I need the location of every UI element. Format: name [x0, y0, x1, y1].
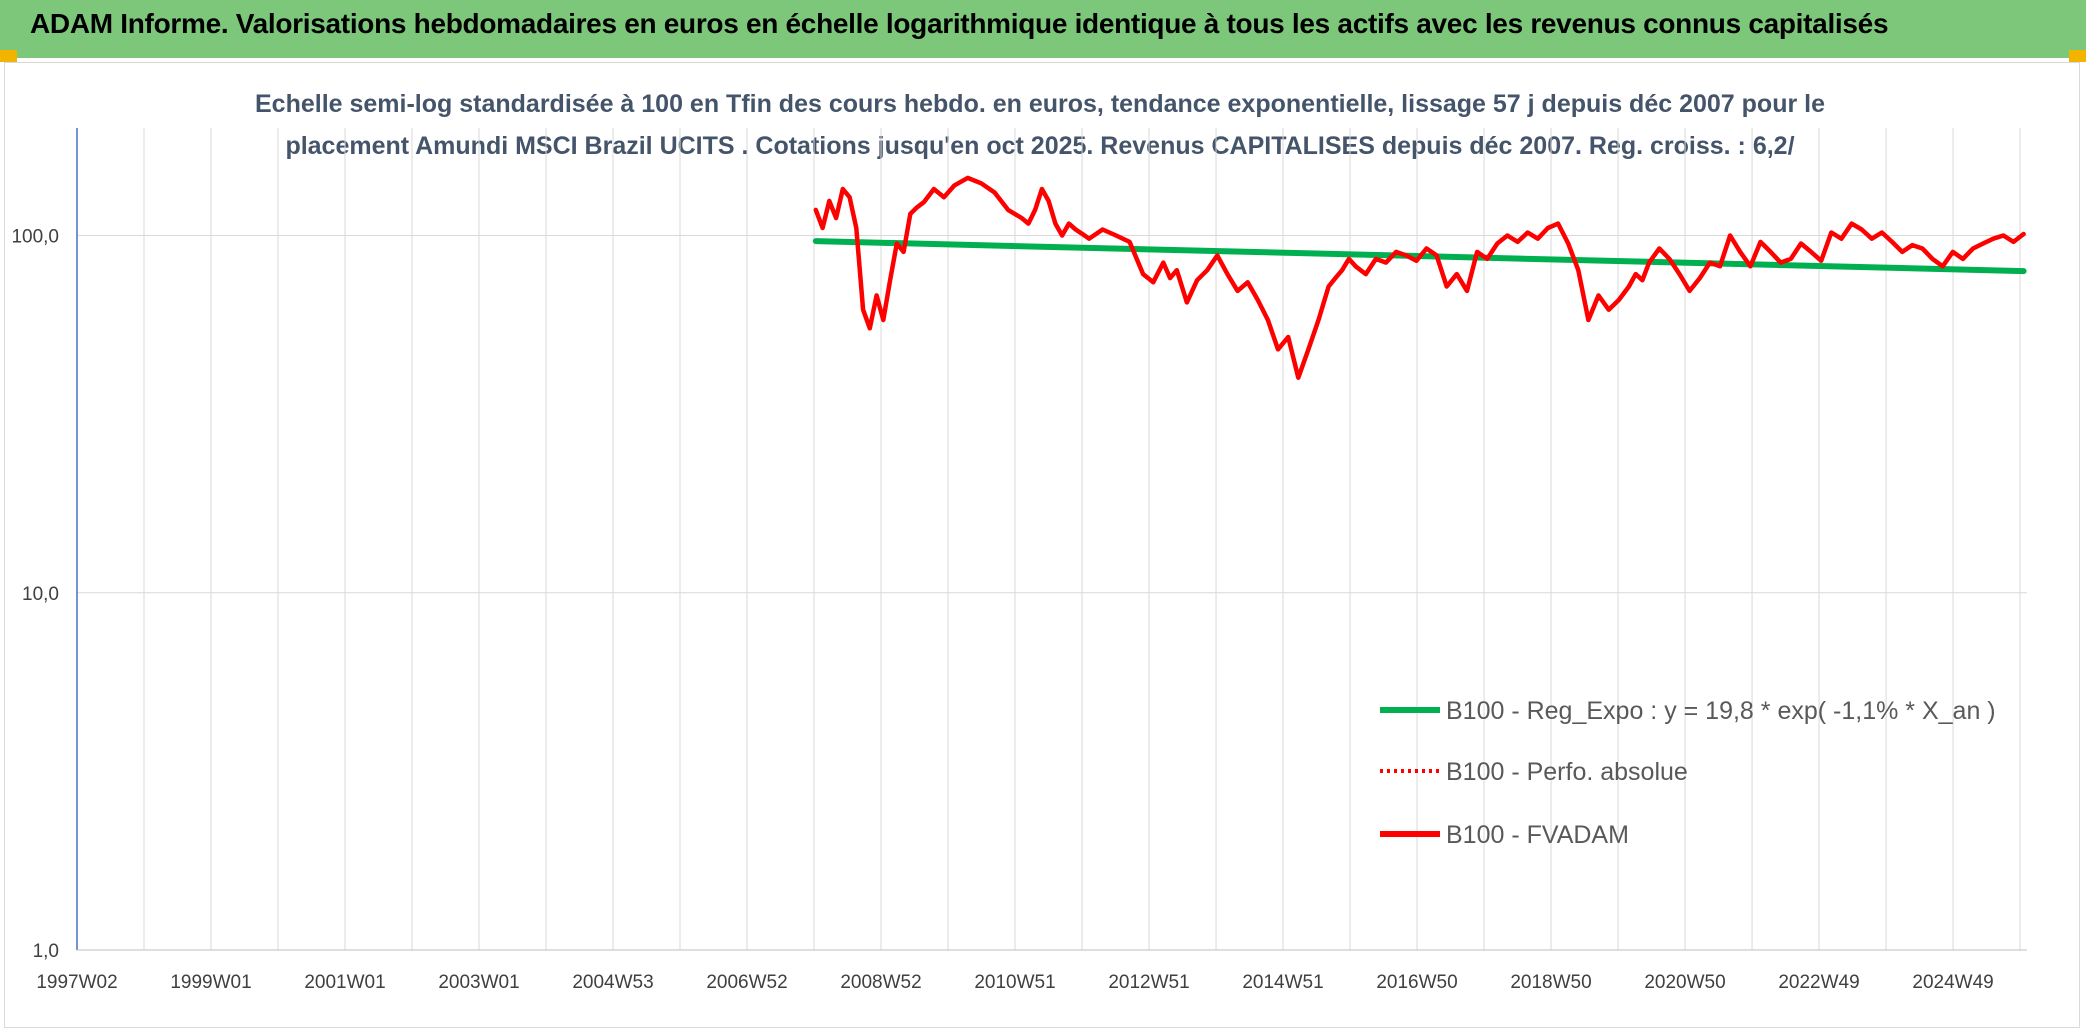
- x-tick-label: 2001W01: [304, 972, 385, 993]
- y-tick-label: 100,0: [11, 227, 59, 248]
- corner-mark-left: [0, 50, 17, 62]
- chart-frame: [4, 62, 2080, 1028]
- corner-mark-right: [2069, 50, 2086, 62]
- x-tick-label: 1999W01: [170, 972, 251, 993]
- x-tick-label: 2010W51: [974, 972, 1055, 993]
- title-banner: ADAM Informe. Valorisations hebdomadaire…: [0, 0, 2086, 58]
- x-tick-label: 2018W50: [1510, 972, 1591, 993]
- x-tick-label: 2024W49: [1912, 972, 1993, 993]
- x-tick-label: 2006W52: [706, 972, 787, 993]
- x-tick-label: 2016W50: [1376, 972, 1457, 993]
- y-tick-label: 10,0: [22, 584, 59, 605]
- page-title: ADAM Informe. Valorisations hebdomadaire…: [30, 8, 1889, 39]
- x-tick-label: 2020W50: [1644, 972, 1725, 993]
- legend-entry: B100 - Reg_Expo : y = 19,8 * exp( -1,1% …: [1446, 697, 1996, 725]
- chart-title-line-2: placement Amundi MSCI Brazil UCITS . Cot…: [285, 132, 1795, 160]
- legend-entry: B100 - FVADAM: [1446, 821, 1629, 849]
- y-tick-label: 1,0: [33, 941, 59, 962]
- x-tick-label: 2012W51: [1108, 972, 1189, 993]
- x-tick-label: 2014W51: [1242, 972, 1323, 993]
- chart-title-line-1: Echelle semi-log standardisée à 100 en T…: [255, 90, 1825, 118]
- x-tick-label: 2008W52: [840, 972, 921, 993]
- x-tick-label: 2022W49: [1778, 972, 1859, 993]
- legend-entry: B100 - Perfo. absolue: [1446, 758, 1688, 786]
- x-tick-label: 2004W53: [572, 972, 653, 993]
- x-tick-label: 2003W01: [438, 972, 519, 993]
- fvadam-line: [813, 175, 2026, 380]
- x-tick-label: 1997W02: [36, 972, 117, 993]
